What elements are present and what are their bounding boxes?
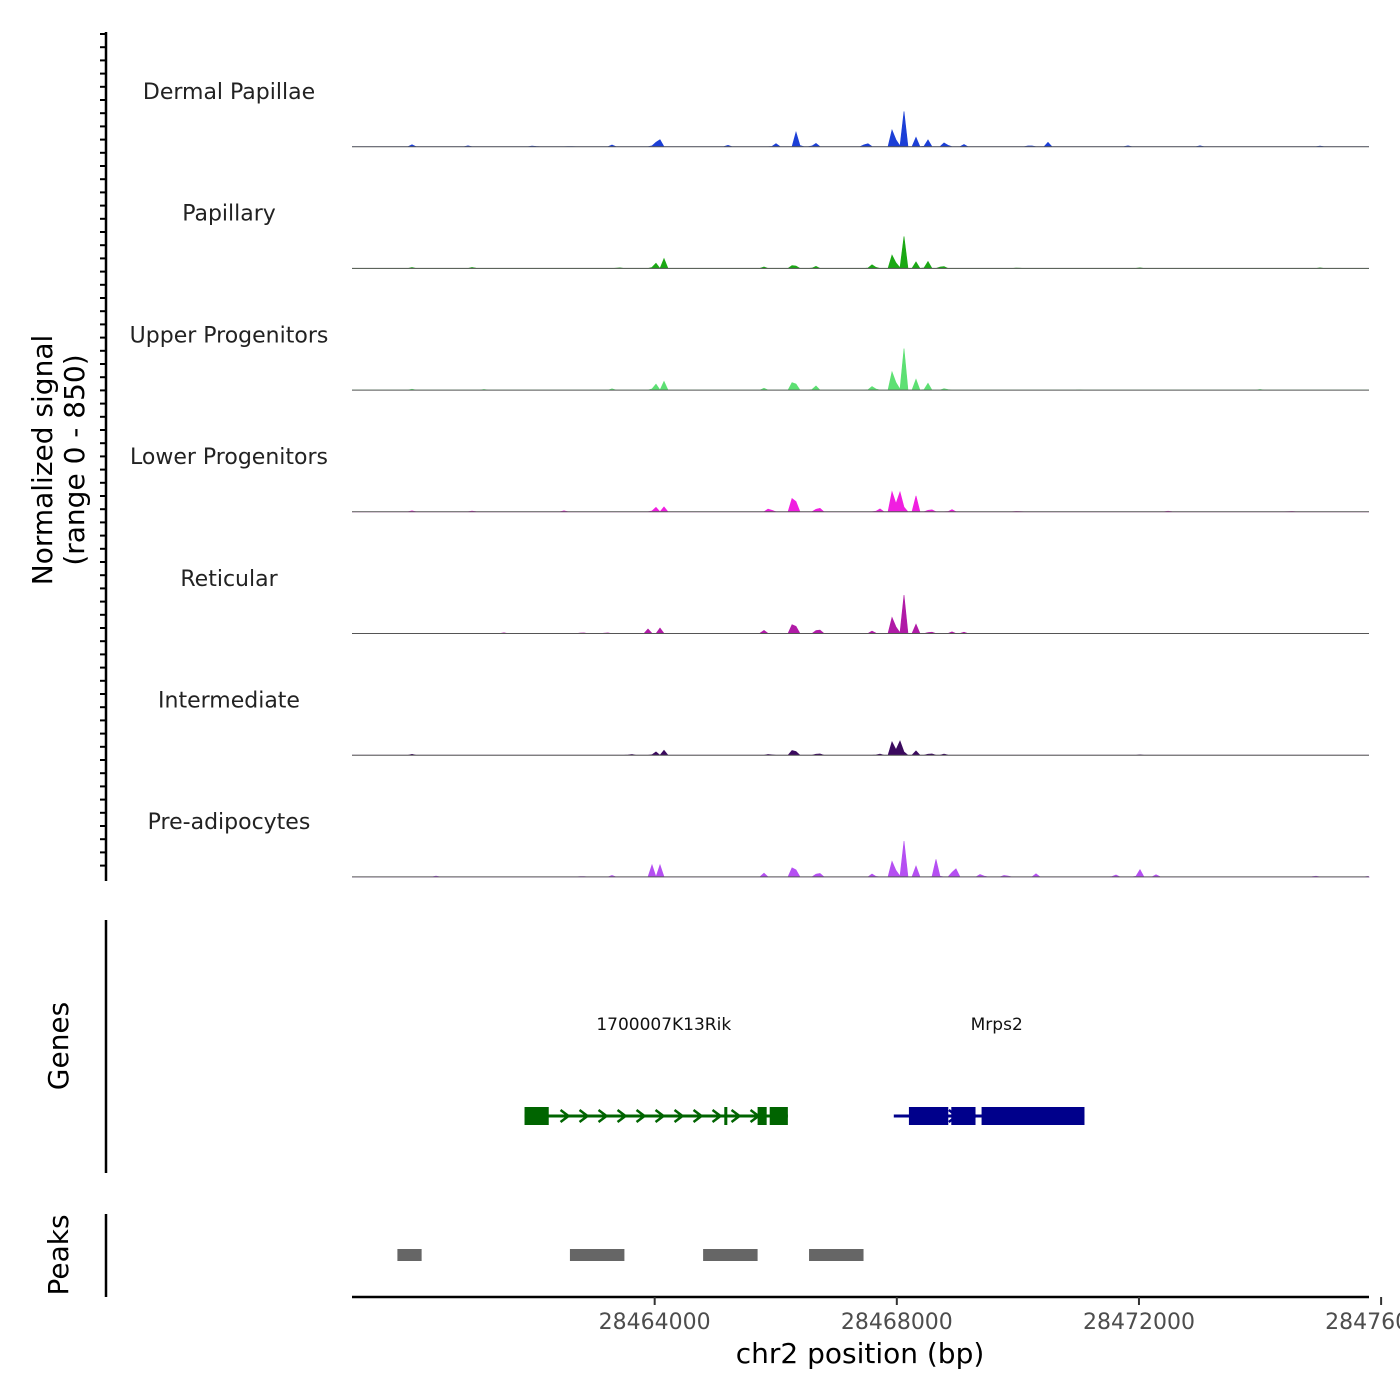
- strand-arrow: [559, 1109, 571, 1123]
- coverage-signal-area: [352, 490, 1369, 513]
- peaks-axis-title: Peaks: [42, 1214, 75, 1295]
- x-tick-label: 28472000: [1083, 1310, 1195, 1335]
- strand-arrow: [711, 1109, 723, 1123]
- track-label: Reticular: [180, 567, 278, 592]
- coverage-signal-area: [352, 111, 1369, 148]
- strand-arrow: [635, 1109, 647, 1123]
- track-label: Lower Progenitors: [130, 445, 328, 470]
- strand-arrow: [654, 1109, 666, 1123]
- coverage-y-ticks: [100, 33, 106, 867]
- peak-region-bar: [569, 1249, 625, 1261]
- gene-exon: [981, 1107, 1085, 1125]
- gene-exon: [908, 1107, 949, 1125]
- track-label: Pre-adipocytes: [148, 810, 311, 835]
- strand-arrow: [692, 1109, 704, 1123]
- gene-model: Mrps2: [893, 1015, 1085, 1125]
- strand-arrow: [597, 1109, 609, 1123]
- gene-exon: [769, 1107, 788, 1125]
- gene-label: Mrps2: [971, 1015, 1023, 1035]
- strand-arrow: [578, 1109, 590, 1123]
- track-label: Papillary: [182, 202, 276, 227]
- coverage-tracks: Dermal Papillae Papillary Upper Progenitor…: [130, 80, 1371, 878]
- x-axis-ticks: 28464000 28468000 28472000 28476000: [599, 1297, 1400, 1335]
- x-tick-label: 28476000: [1325, 1310, 1400, 1335]
- gene-annotations: 1700007K13Rik Mrps2: [524, 1015, 1085, 1125]
- gene-model: 1700007K13Rik: [524, 1015, 788, 1125]
- coverage-track: Intermediate: [158, 689, 1369, 756]
- coverage-track: Papillary: [182, 202, 1369, 269]
- peak-region-bar: [703, 1249, 758, 1261]
- x-axis-title: chr2 position (bp): [736, 1337, 985, 1370]
- y-axis-title-line2: (range 0 - 850): [58, 354, 91, 565]
- x-tick-label: 28468000: [841, 1310, 953, 1335]
- coverage-track: Upper Progenitors: [130, 323, 1369, 391]
- track-label: Upper Progenitors: [130, 323, 329, 348]
- coverage-signal-area: [352, 740, 1369, 756]
- coverage-signal-area: [352, 236, 1369, 269]
- x-tick-label: 28464000: [599, 1310, 711, 1335]
- coverage-track: Reticular: [180, 567, 1369, 634]
- strand-arrow: [616, 1109, 628, 1123]
- peak-regions: [397, 1249, 864, 1261]
- coverage-signal-area: [352, 595, 1369, 634]
- gene-label: 1700007K13Rik: [596, 1015, 731, 1035]
- coverage-signal-area: [352, 840, 1371, 878]
- gene-exon: [951, 1107, 976, 1125]
- peak-region-bar: [397, 1249, 422, 1261]
- coverage-signal-area: [352, 348, 1369, 391]
- track-label: Dermal Papillae: [143, 80, 315, 105]
- coverage-track: Dermal Papillae: [143, 80, 1369, 148]
- gene-exon: [524, 1107, 549, 1125]
- genes-axis-title: Genes: [42, 1002, 75, 1090]
- strand-arrow: [730, 1109, 742, 1123]
- gene-exon: [724, 1107, 728, 1125]
- y-axis-title-line1: Normalized signal: [26, 335, 59, 586]
- gene-exon: [757, 1107, 767, 1125]
- coverage-track: Lower Progenitors: [130, 445, 1369, 513]
- coverage-track: Pre-adipocytes: [148, 810, 1371, 878]
- track-label: Intermediate: [158, 689, 300, 714]
- strand-arrow: [673, 1109, 685, 1123]
- peak-region-bar: [809, 1249, 864, 1261]
